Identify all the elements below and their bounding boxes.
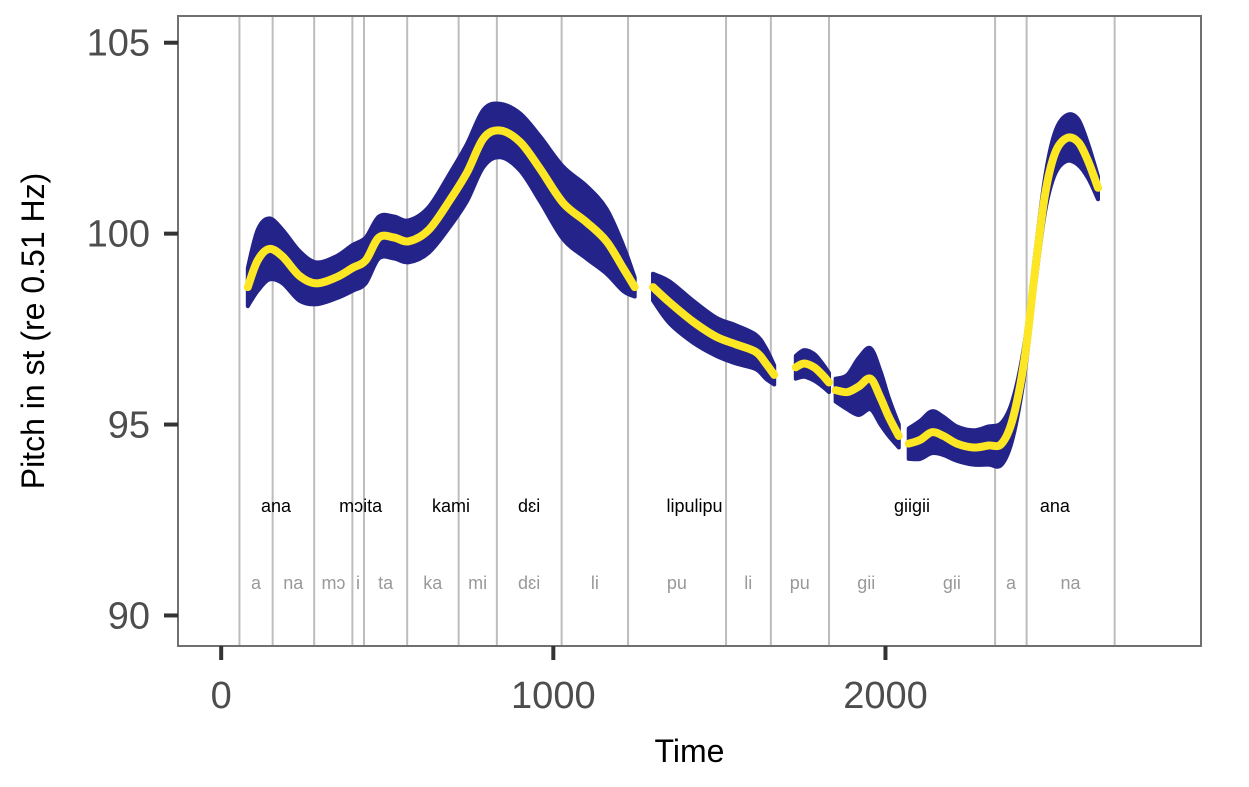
pitch-line-segment-1	[649, 283, 779, 379]
y-tick-label-2: 100	[87, 214, 150, 256]
x-tick-label-1: 1000	[511, 675, 596, 717]
syllable-label-7: dɛi	[518, 573, 540, 593]
syllable-label-11: pu	[790, 573, 810, 593]
syllable-label-10: li	[744, 573, 752, 593]
y-tick-label-3: 105	[87, 23, 150, 65]
pitch-line-segment-4	[904, 133, 1102, 452]
syllable-label-5: ka	[423, 573, 443, 593]
x-axis-title: Time	[655, 733, 725, 769]
band-segment-0	[245, 101, 637, 309]
syllable-label-1: na	[283, 573, 304, 593]
syllable-label-0: a	[251, 573, 262, 593]
y-tick-label-0: 90	[108, 595, 150, 637]
syllable-label-6: mi	[468, 573, 487, 593]
plot-frame	[177, 15, 1202, 647]
pitch-line-segment-0	[243, 126, 639, 292]
word-label-1: mɔita	[339, 496, 383, 516]
syllable-label-4: ta	[378, 573, 394, 593]
pitch-line-segment-2	[791, 359, 833, 387]
syllable-labels: a na mɔ i ta ka mi dɛi li pu li pu gii gii a na	[251, 573, 1081, 593]
syllable-label-8: li	[591, 573, 599, 593]
word-label-3: dɛi	[518, 496, 540, 516]
syllable-label-13: gii	[943, 573, 961, 593]
x-axis-ticks: 0 1000 2000	[211, 646, 928, 717]
x-tick-label-0: 0	[211, 675, 232, 717]
syllable-label-15: na	[1060, 573, 1081, 593]
syllable-label-12: gii	[857, 573, 875, 593]
pitch-line	[243, 126, 1102, 452]
word-label-0: ana	[261, 496, 292, 516]
syllable-label-2: mɔ	[321, 573, 345, 593]
syllable-label-14: a	[1006, 573, 1017, 593]
syllable-label-3: i	[356, 573, 360, 593]
syllable-label-9: pu	[667, 573, 687, 593]
y-tick-label-1: 95	[108, 405, 150, 447]
word-label-5: giigii	[894, 496, 930, 516]
y-axis-title: Pitch in st (re 0.51 Hz)	[15, 173, 51, 490]
word-labels: ana mɔita kami dɛi lipulipu giigii ana	[261, 496, 1071, 516]
word-label-4: lipulipu	[666, 496, 722, 516]
pitch-line-segment-3	[831, 374, 903, 440]
word-label-2: kami	[432, 496, 470, 516]
band-segment-1	[651, 271, 777, 387]
word-label-6: ana	[1040, 496, 1071, 516]
band-segment-3	[833, 345, 901, 450]
y-axis-ticks: 90 95 100 105	[87, 23, 178, 637]
x-tick-label-2: 2000	[843, 675, 928, 717]
